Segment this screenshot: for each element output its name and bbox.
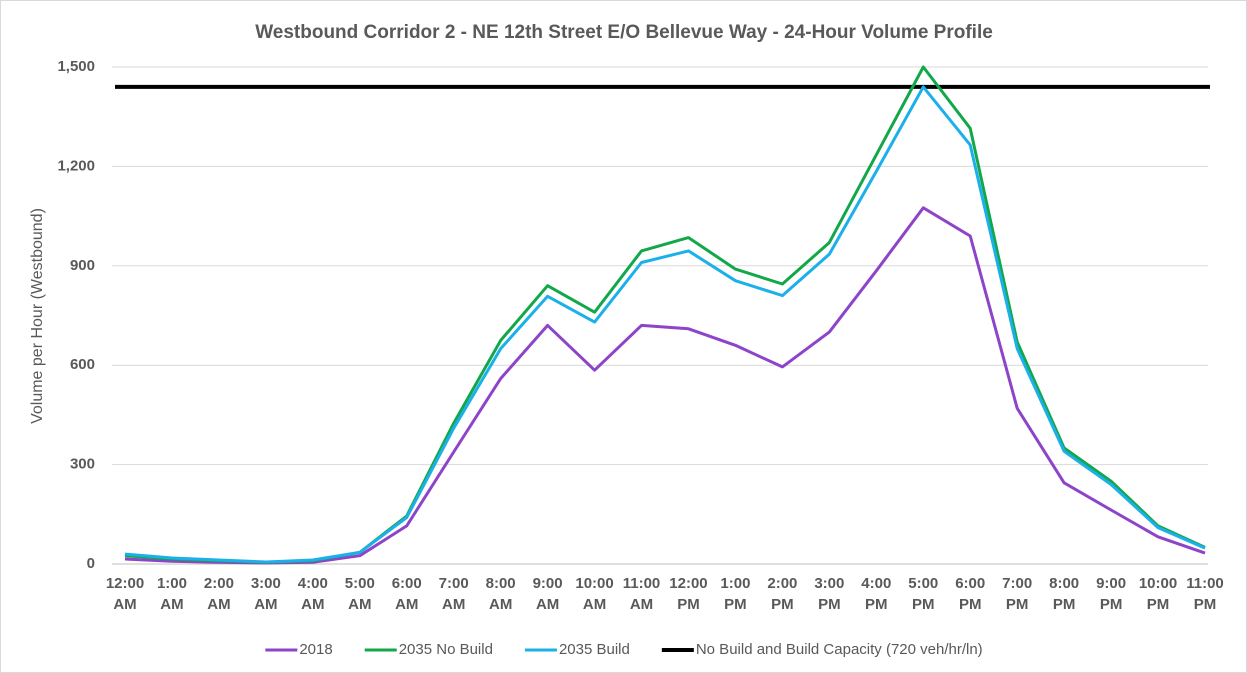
y-tick-label: 1,500 [57, 58, 95, 75]
x-tick-label: 6:00 PM [955, 575, 985, 613]
x-tick-label: 1:00 PM [720, 575, 750, 613]
x-tick-label: 9:00 AM [533, 575, 563, 613]
x-tick-label: 5:00 AM [345, 575, 375, 613]
x-tick-label: 8:00 AM [486, 575, 516, 613]
x-tick-label: 4:00 PM [861, 575, 891, 613]
legend-label: No Build and Build Capacity (720 veh/hr/… [696, 641, 983, 658]
x-tick-label: 11:00 PM [1186, 575, 1224, 613]
x-tick-label: 12:00 AM [106, 575, 144, 613]
legend: 2018 2035 No Build 2035 Build No Build and … [265, 641, 983, 658]
x-tick-label: 3:00 PM [814, 575, 844, 613]
legend-label: 2035 Build [559, 641, 630, 658]
x-tick-label: 9:00 PM [1096, 575, 1126, 613]
x-tick-label: 7:00 PM [1002, 575, 1032, 613]
x-tick-label: 3:00 AM [251, 575, 281, 613]
y-tick-label: 600 [70, 356, 95, 373]
y-tick-label: 300 [70, 456, 95, 473]
x-tick-label: 8:00 PM [1049, 575, 1079, 613]
x-tick-label: 10:00 AM [575, 575, 613, 613]
x-tick-label: 10:00 PM [1139, 575, 1177, 613]
y-axis-label: Volume per Hour (Westbound) [29, 208, 46, 424]
y-tick-label: 0 [87, 555, 95, 572]
x-tick-label: 11:00 AM [623, 575, 661, 613]
legend-label: 2035 No Build [399, 641, 493, 658]
x-tick-label: 12:00 PM [669, 575, 707, 613]
data-line [124, 85, 1206, 564]
y-tick-label: 1,200 [57, 157, 95, 174]
x-tick-label: 4:00 AM [298, 575, 328, 613]
x-tick-label: 2:00 PM [767, 575, 797, 613]
x-tick-label: 6:00 AM [392, 575, 422, 613]
legend-label: 2018 [299, 641, 332, 658]
x-tick-label: 5:00 PM [908, 575, 938, 613]
y-tick-label: 900 [70, 257, 95, 274]
x-tick-label: 7:00 AM [439, 575, 469, 613]
x-tick-label: 1:00 AM [157, 575, 187, 613]
chart-title: Westbound Corridor 2 - NE 12th Street E/… [255, 22, 993, 43]
x-tick-label: 2:00 AM [204, 575, 234, 613]
